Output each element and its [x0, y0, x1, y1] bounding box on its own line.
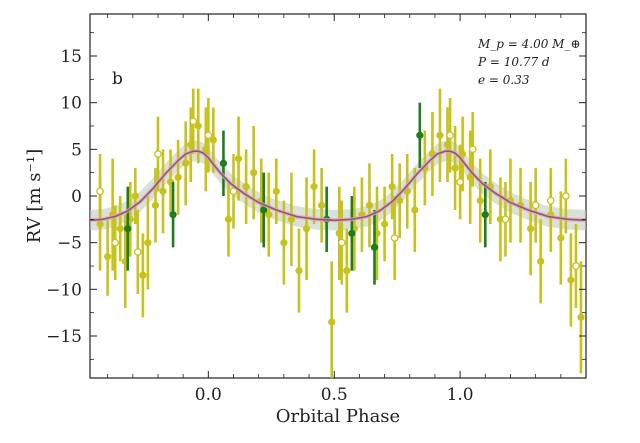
- data-point: [557, 234, 565, 242]
- data-point: [169, 211, 177, 219]
- data-point-open: [111, 238, 120, 247]
- data-point: [537, 257, 545, 265]
- data-point: [131, 192, 139, 200]
- data-point-open: [501, 215, 510, 224]
- data-point: [144, 239, 152, 247]
- data-point: [104, 253, 112, 261]
- data-point: [280, 239, 288, 247]
- data-point: [242, 183, 250, 191]
- y-axis-title: RV [m s⁻¹]: [24, 149, 45, 243]
- data-point: [527, 225, 535, 233]
- annotation-mass: M_p = 4.00 M_⊕: [477, 37, 581, 51]
- data-point: [481, 211, 489, 219]
- y-tick-label: 15: [60, 47, 82, 67]
- data-point: [234, 155, 243, 163]
- annotation-period: P = 10.77 d: [477, 55, 550, 69]
- data-point: [396, 197, 404, 205]
- data-point: [265, 211, 273, 219]
- data-point: [219, 159, 228, 167]
- data-point: [365, 201, 374, 209]
- data-point: [209, 136, 217, 144]
- data-point: [272, 187, 280, 195]
- data-point-open: [154, 150, 162, 158]
- data-point: [416, 131, 424, 139]
- data-point: [116, 225, 124, 233]
- data-point-open: [204, 131, 213, 140]
- data-point-open: [531, 201, 540, 210]
- data-point-open: [133, 248, 142, 256]
- x-tick-label: 0.0: [195, 385, 222, 405]
- data-point: [139, 271, 147, 279]
- data-point-open: [390, 234, 399, 242]
- data-point-open: [337, 238, 346, 247]
- data-point: [124, 225, 132, 233]
- y-tick-label: 0: [71, 187, 82, 207]
- model-curve-layer: [90, 149, 586, 223]
- data-point: [328, 318, 336, 326]
- data-point: [318, 201, 326, 209]
- data-point: [174, 173, 182, 181]
- data-point-open: [468, 145, 477, 154]
- data-point: [348, 229, 356, 237]
- x-axis-title: Orbital Phase: [276, 406, 400, 427]
- data-point: [577, 313, 585, 321]
- data-point-open: [96, 187, 104, 196]
- data-point-open: [562, 192, 570, 200]
- data-point: [182, 159, 190, 167]
- data-point: [451, 164, 459, 172]
- y-tick-label: 10: [60, 94, 82, 114]
- data-point: [370, 243, 379, 251]
- model-curve: [90, 150, 586, 222]
- data-point: [224, 215, 233, 223]
- y-tick-label: −10: [46, 280, 82, 300]
- data-point: [567, 276, 575, 284]
- data-point: [302, 225, 311, 233]
- data-point: [476, 197, 484, 205]
- data-point: [159, 187, 167, 195]
- panel-label: b: [112, 69, 123, 89]
- x-tick-label: 0.5: [321, 385, 348, 405]
- data-point: [411, 206, 419, 214]
- axis-ticks: 0.0 0.5 1.0 15 10 5 0 −5 −10 −15: [46, 14, 586, 405]
- orbit-parameters-annotation: M_p = 4.00 M_⊕ P = 10.77 d e = 0.33: [477, 37, 581, 87]
- data-point: [310, 183, 318, 191]
- data-point: [194, 122, 202, 130]
- data-point-open: [572, 262, 580, 270]
- annotation-eccentricity: e = 0.33: [478, 73, 530, 87]
- data-point-open: [546, 196, 555, 205]
- data-point: [151, 201, 160, 209]
- data-point: [295, 267, 303, 275]
- data-point: [380, 220, 389, 228]
- x-tick-label: 1.0: [447, 385, 474, 405]
- data-point: [250, 169, 258, 177]
- data-point-open: [456, 178, 464, 186]
- data-point-open: [189, 117, 198, 126]
- data-point: [343, 267, 351, 275]
- y-tick-label: −5: [57, 234, 82, 254]
- data-point: [388, 183, 396, 191]
- y-tick-label: 5: [71, 140, 82, 160]
- data-point: [436, 131, 444, 139]
- y-tick-label: −15: [46, 327, 82, 347]
- data-point-open: [446, 131, 454, 140]
